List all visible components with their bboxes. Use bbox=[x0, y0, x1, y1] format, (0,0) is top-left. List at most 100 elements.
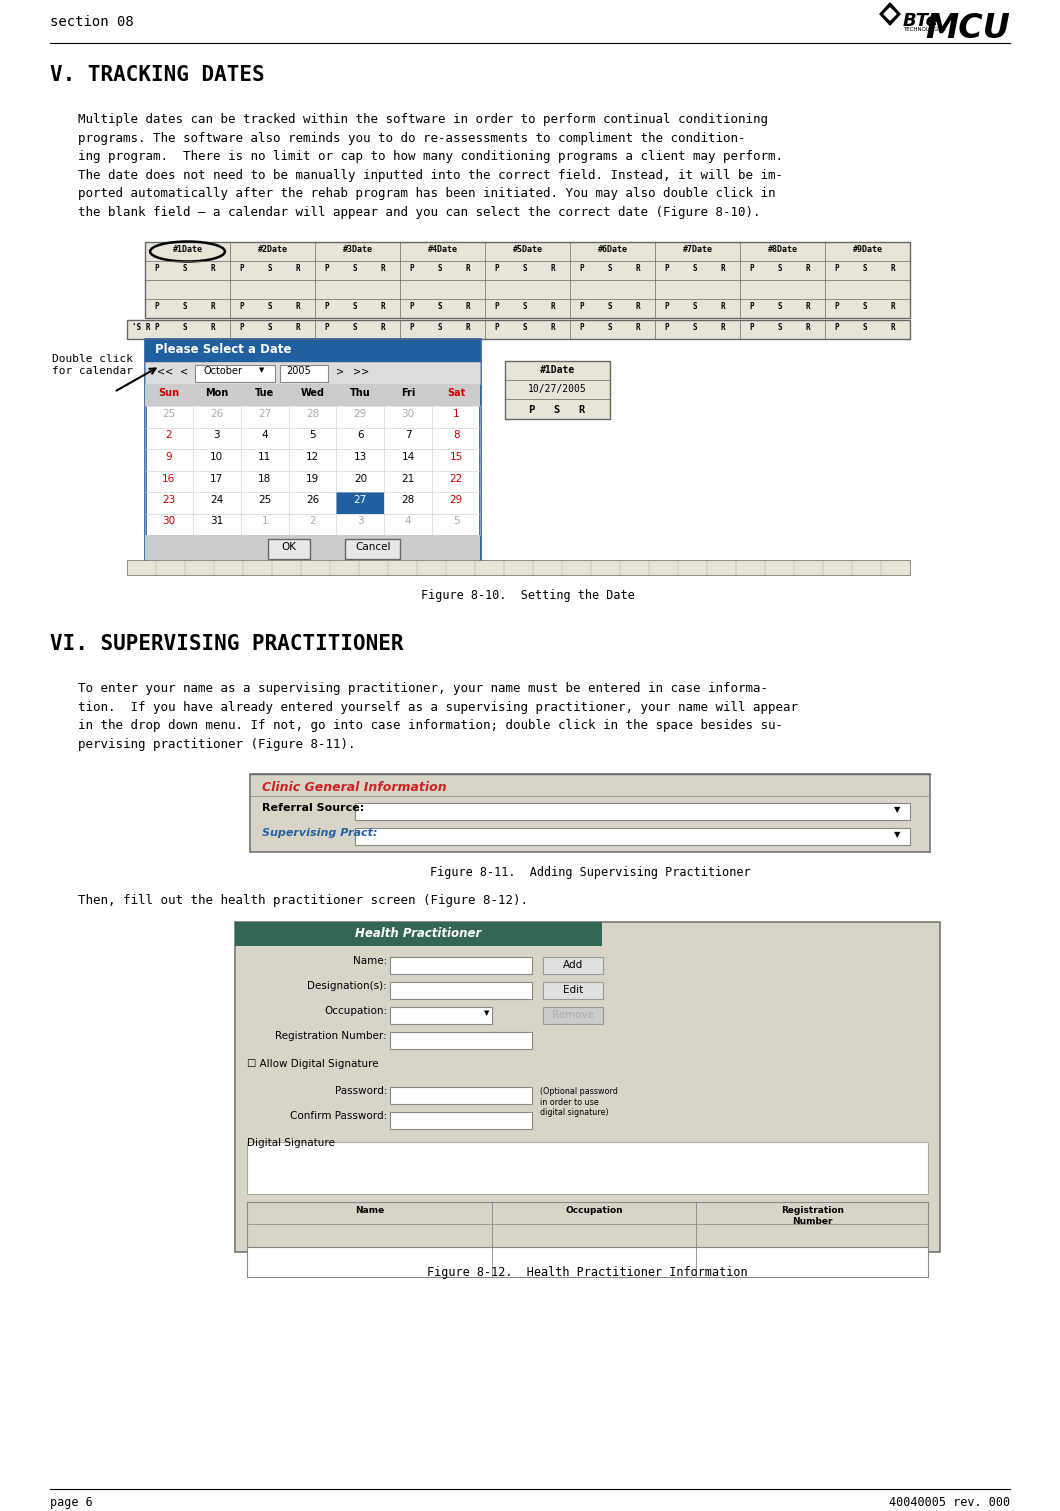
Text: #7Date: #7Date bbox=[683, 245, 712, 254]
Text: 28: 28 bbox=[402, 496, 414, 505]
Text: Clinic General Information: Clinic General Information bbox=[262, 781, 446, 795]
Text: R: R bbox=[211, 264, 215, 273]
Text: S: S bbox=[182, 264, 187, 273]
Text: S: S bbox=[607, 264, 612, 273]
Text: P: P bbox=[749, 264, 754, 273]
Text: 15: 15 bbox=[449, 452, 463, 462]
Text: Registration Number:: Registration Number: bbox=[276, 1031, 387, 1041]
FancyBboxPatch shape bbox=[145, 363, 480, 384]
Text: 25: 25 bbox=[258, 496, 271, 505]
Text: Name:: Name: bbox=[353, 956, 387, 966]
Text: S: S bbox=[438, 264, 442, 273]
Text: R: R bbox=[721, 264, 725, 273]
Text: 19: 19 bbox=[306, 473, 319, 484]
Text: R: R bbox=[806, 323, 810, 332]
Text: 23: 23 bbox=[162, 496, 176, 505]
Text: Remove: Remove bbox=[552, 1011, 594, 1020]
Text: #8Date: #8Date bbox=[767, 245, 797, 254]
Text: R: R bbox=[296, 323, 300, 332]
Text: R: R bbox=[381, 264, 386, 273]
FancyBboxPatch shape bbox=[247, 1247, 928, 1277]
Text: P: P bbox=[664, 302, 669, 311]
FancyBboxPatch shape bbox=[543, 982, 603, 999]
Text: 3: 3 bbox=[213, 431, 220, 441]
Text: Please Select a Date: Please Select a Date bbox=[155, 343, 292, 357]
Text: 5: 5 bbox=[310, 431, 316, 441]
Text: 22: 22 bbox=[449, 473, 463, 484]
FancyBboxPatch shape bbox=[235, 922, 940, 1253]
Text: S: S bbox=[438, 323, 442, 332]
Text: Edit: Edit bbox=[563, 985, 583, 996]
Text: S: S bbox=[863, 264, 867, 273]
Text: S: S bbox=[777, 302, 782, 311]
Text: P: P bbox=[238, 264, 244, 273]
Text: S: S bbox=[863, 302, 867, 311]
Text: Add: Add bbox=[563, 959, 583, 970]
Text: 10/27/2005: 10/27/2005 bbox=[528, 384, 587, 394]
Text: <<: << bbox=[157, 366, 173, 376]
Text: 13: 13 bbox=[354, 452, 367, 462]
Text: 5: 5 bbox=[453, 517, 459, 526]
Text: S: S bbox=[777, 323, 782, 332]
Text: R: R bbox=[211, 323, 215, 332]
Text: R: R bbox=[890, 323, 896, 332]
Text: Health Practitioner: Health Practitioner bbox=[355, 928, 481, 940]
Text: S: S bbox=[523, 323, 527, 332]
Text: ▼: ▼ bbox=[894, 830, 901, 839]
Text: R: R bbox=[211, 302, 215, 311]
Text: P: P bbox=[579, 264, 584, 273]
Text: P: P bbox=[749, 323, 754, 332]
FancyBboxPatch shape bbox=[247, 1142, 928, 1194]
Text: S: S bbox=[267, 302, 272, 311]
Text: Sat: Sat bbox=[447, 388, 465, 397]
Text: #6Date: #6Date bbox=[598, 245, 628, 254]
Text: (Optional password
in order to use
digital signature): (Optional password in order to use digit… bbox=[540, 1088, 618, 1117]
Text: R: R bbox=[806, 264, 810, 273]
Text: R: R bbox=[551, 323, 555, 332]
Text: #9Date: #9Date bbox=[852, 245, 883, 254]
Text: S: S bbox=[607, 302, 612, 311]
Text: ☐ Allow Digital Signature: ☐ Allow Digital Signature bbox=[247, 1059, 378, 1070]
Text: 40040005 rev. 000: 40040005 rev. 000 bbox=[889, 1496, 1010, 1509]
Text: 26: 26 bbox=[210, 409, 224, 419]
Text: P: P bbox=[238, 323, 244, 332]
Text: in the drop down menu. If not, go into case information; double click in the spa: in the drop down menu. If not, go into c… bbox=[78, 719, 783, 733]
Text: the blank field – a calendar will appear and you can select the correct date (Fi: the blank field – a calendar will appear… bbox=[78, 205, 760, 219]
Text: 29: 29 bbox=[354, 409, 367, 419]
Text: P: P bbox=[494, 264, 498, 273]
Text: P: P bbox=[154, 302, 159, 311]
Text: Tue: Tue bbox=[255, 388, 275, 397]
Text: Figure 8-11.  Adding Supervising Practitioner: Figure 8-11. Adding Supervising Practiti… bbox=[429, 866, 750, 879]
Text: Occupation: Occupation bbox=[565, 1206, 623, 1215]
Text: 9: 9 bbox=[165, 452, 172, 462]
FancyBboxPatch shape bbox=[505, 361, 610, 419]
Text: P: P bbox=[749, 302, 754, 311]
Text: P: P bbox=[324, 302, 329, 311]
Text: P: P bbox=[154, 264, 159, 273]
Text: #5Date: #5Date bbox=[512, 245, 543, 254]
Text: 17: 17 bbox=[210, 473, 224, 484]
FancyBboxPatch shape bbox=[390, 1112, 532, 1129]
FancyBboxPatch shape bbox=[390, 1008, 492, 1024]
Text: #1Date: #1Date bbox=[173, 245, 202, 254]
Text: P: P bbox=[238, 302, 244, 311]
FancyBboxPatch shape bbox=[543, 1008, 603, 1024]
Text: Wed: Wed bbox=[300, 388, 324, 397]
Text: 12: 12 bbox=[306, 452, 319, 462]
Text: ing program.  There is no limit or cap to how many conditioning programs a clien: ing program. There is no limit or cap to… bbox=[78, 150, 783, 163]
Text: 20: 20 bbox=[354, 473, 367, 484]
Text: P: P bbox=[409, 264, 413, 273]
Text: ▼: ▼ bbox=[894, 805, 901, 814]
Text: S: S bbox=[352, 302, 357, 311]
Text: 29: 29 bbox=[449, 496, 463, 505]
Text: R: R bbox=[381, 323, 386, 332]
FancyBboxPatch shape bbox=[336, 493, 385, 514]
Text: P: P bbox=[834, 302, 838, 311]
FancyBboxPatch shape bbox=[247, 1203, 928, 1247]
Text: programs. The software also reminds you to do re-assessments to compliment the c: programs. The software also reminds you … bbox=[78, 131, 745, 145]
Text: Registration
Number: Registration Number bbox=[781, 1206, 844, 1225]
Text: S: S bbox=[352, 264, 357, 273]
Text: R: R bbox=[465, 264, 471, 273]
Text: 30: 30 bbox=[402, 409, 414, 419]
Text: TECHNOLOGIES: TECHNOLOGIES bbox=[903, 27, 946, 32]
